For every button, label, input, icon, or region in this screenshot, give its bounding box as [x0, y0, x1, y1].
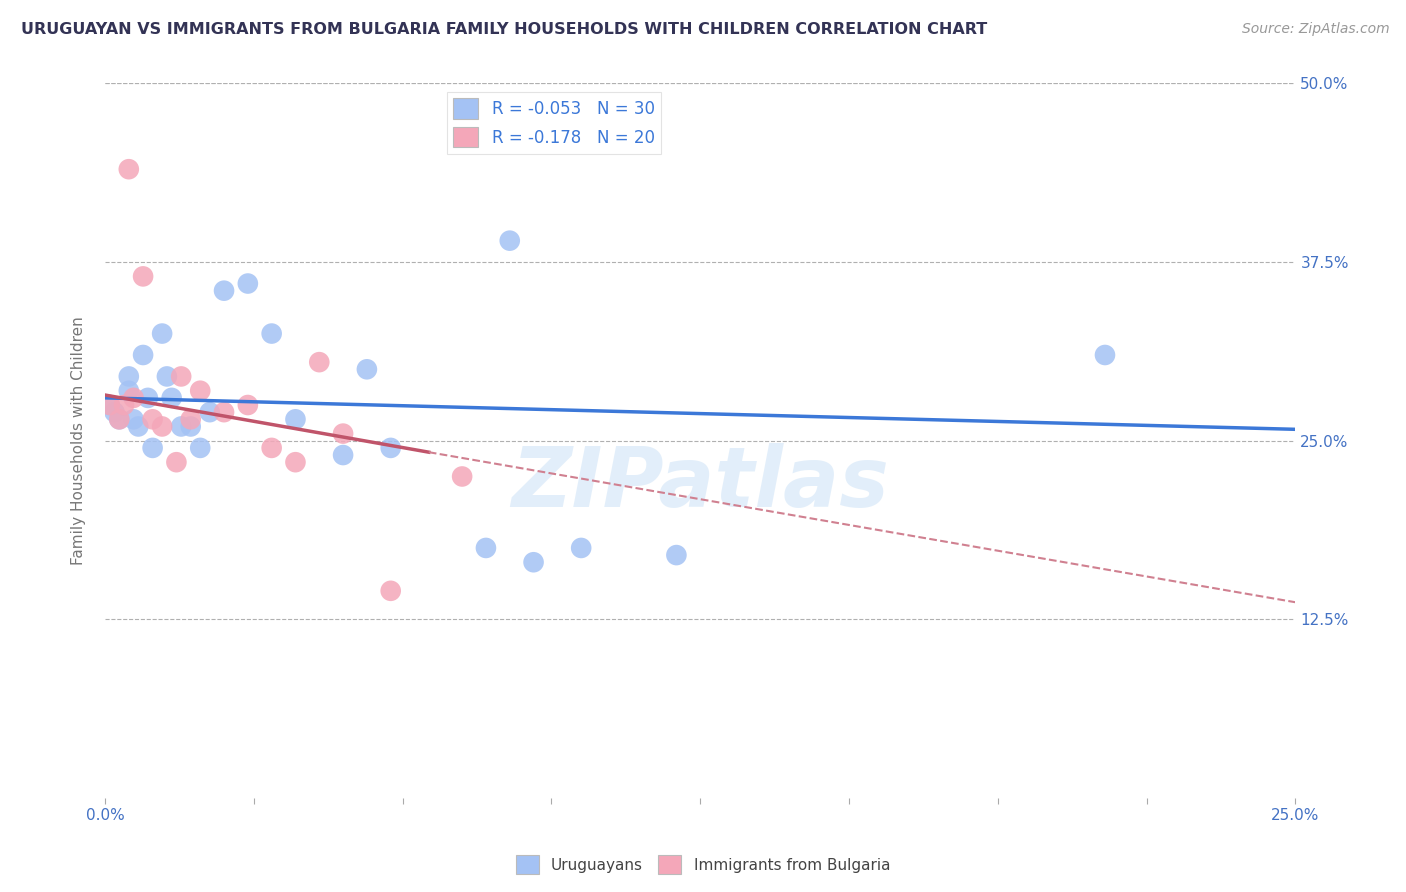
Point — [160, 391, 183, 405]
Point — [118, 162, 141, 177]
Y-axis label: Family Households with Children: Family Households with Children — [72, 317, 86, 566]
Point — [122, 412, 145, 426]
Point — [475, 541, 498, 555]
Text: Source: ZipAtlas.com: Source: ZipAtlas.com — [1241, 22, 1389, 37]
Point — [142, 412, 165, 426]
Point — [665, 548, 688, 562]
Point — [132, 269, 155, 284]
Point — [260, 441, 283, 455]
Point — [356, 362, 378, 376]
Point — [284, 455, 307, 469]
Point — [522, 555, 544, 569]
Point — [150, 419, 173, 434]
Point — [212, 284, 235, 298]
Point — [108, 412, 131, 426]
Point — [127, 419, 149, 434]
Point — [380, 583, 402, 598]
Point — [180, 412, 202, 426]
Legend: Uruguayans, Immigrants from Bulgaria: Uruguayans, Immigrants from Bulgaria — [510, 849, 896, 880]
Point — [188, 441, 211, 455]
Point — [569, 541, 592, 555]
Point — [308, 355, 330, 369]
Point — [180, 419, 202, 434]
Point — [380, 441, 402, 455]
Point — [499, 234, 522, 248]
Point — [142, 441, 165, 455]
Point — [332, 426, 354, 441]
Point — [98, 398, 121, 412]
Point — [112, 398, 135, 412]
Point — [170, 369, 193, 384]
Point — [332, 448, 354, 462]
Point — [212, 405, 235, 419]
Point — [118, 384, 141, 398]
Point — [98, 398, 121, 412]
Point — [188, 384, 211, 398]
Text: URUGUAYAN VS IMMIGRANTS FROM BULGARIA FAMILY HOUSEHOLDS WITH CHILDREN CORRELATIO: URUGUAYAN VS IMMIGRANTS FROM BULGARIA FA… — [21, 22, 987, 37]
Point — [260, 326, 283, 341]
Point — [156, 369, 179, 384]
Text: ZIPatlas: ZIPatlas — [512, 443, 889, 524]
Point — [150, 326, 173, 341]
Point — [108, 412, 131, 426]
Legend: R = -0.053   N = 30, R = -0.178   N = 20: R = -0.053 N = 30, R = -0.178 N = 20 — [447, 92, 661, 154]
Point — [118, 369, 141, 384]
Point — [170, 419, 193, 434]
Point — [1094, 348, 1116, 362]
Point — [103, 405, 125, 419]
Point — [236, 398, 259, 412]
Point — [122, 391, 145, 405]
Point — [451, 469, 474, 483]
Point — [198, 405, 221, 419]
Point — [165, 455, 187, 469]
Point — [236, 277, 259, 291]
Point — [132, 348, 155, 362]
Point — [284, 412, 307, 426]
Point — [136, 391, 159, 405]
